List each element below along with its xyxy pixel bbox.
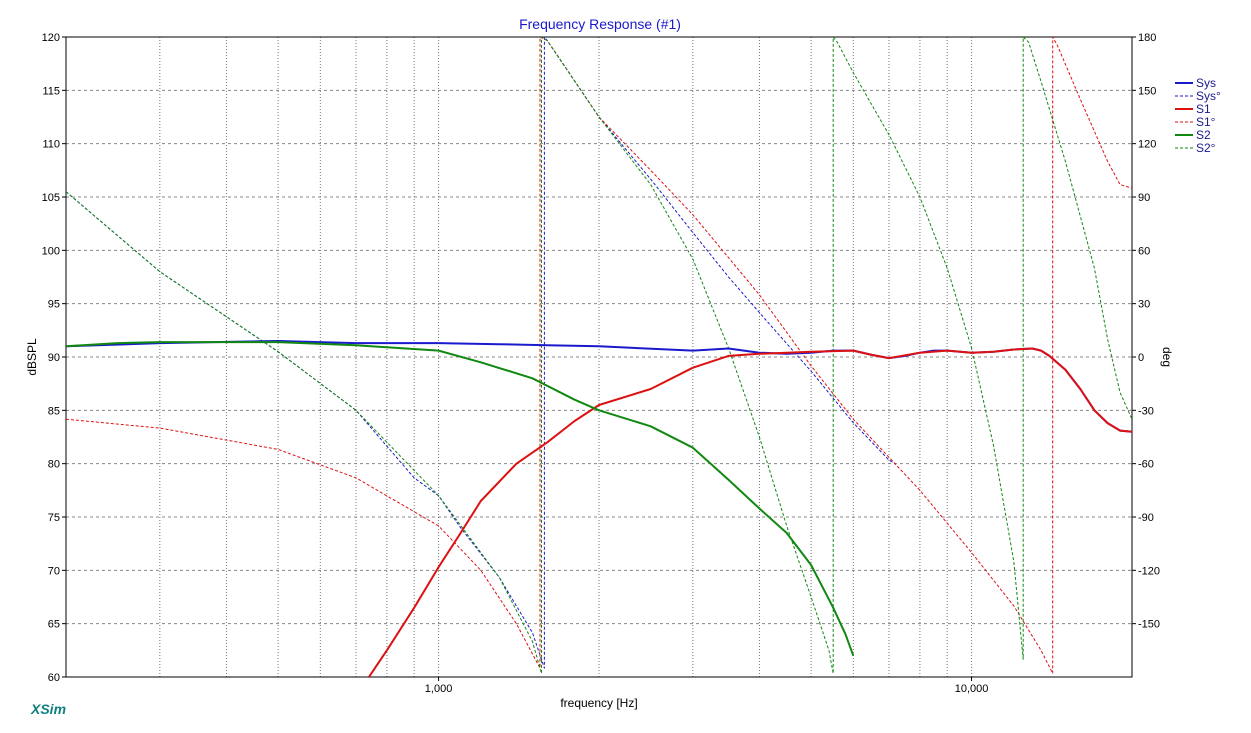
y-tick-label: 60 xyxy=(48,672,60,684)
y-tick-label: 70 xyxy=(48,565,60,577)
series-layer xyxy=(66,37,1132,677)
chart-title: Frequency Response (#1) xyxy=(519,16,681,32)
y2-tick-label: -30 xyxy=(1138,405,1154,417)
series-line-s1 xyxy=(368,347,1132,677)
x-tick-label: 10,000 xyxy=(955,683,989,695)
y2-tick-label: 30 xyxy=(1138,299,1150,311)
y2-tick-label: 180 xyxy=(1138,32,1156,44)
y-tick-label: 95 xyxy=(48,299,60,311)
y2-tick-label: 60 xyxy=(1138,245,1150,257)
x-axis-label: frequency [Hz] xyxy=(560,696,637,710)
y-tick-label: 120 xyxy=(42,32,60,44)
y-tick-label: 105 xyxy=(42,192,60,204)
y2-tick-label: -90 xyxy=(1138,512,1154,524)
y2-tick-label: 90 xyxy=(1138,192,1150,204)
y2-tick-label: 120 xyxy=(1138,139,1156,151)
y-tick-label: 115 xyxy=(42,85,60,97)
x-axis-ticks: 1,000 10,000 xyxy=(425,677,989,695)
y-tick-label: 90 xyxy=(48,352,60,364)
grid xyxy=(66,37,1132,677)
y2-tick-label: -120 xyxy=(1138,565,1160,577)
y-tick-label: 65 xyxy=(48,619,60,631)
y2-axis-label: deg xyxy=(1160,347,1174,367)
y-axis-label: dBSPL xyxy=(25,338,39,376)
y-tick-label: 110 xyxy=(42,139,60,151)
legend-label-sys-phase: Sys° xyxy=(1196,89,1221,103)
y-tick-label: 80 xyxy=(48,459,60,471)
y-tick-label: 75 xyxy=(48,512,60,524)
y2-axis-ticks: -150 -120 -90 -60 -30 0 30 60 90 120 150 180 xyxy=(1132,32,1160,631)
x-tick-label: 1,000 xyxy=(425,683,453,695)
y-tick-label: 100 xyxy=(42,245,60,257)
legend-label-s1: S1 xyxy=(1196,102,1211,116)
legend-label-s2: S2 xyxy=(1196,128,1211,142)
series-line-s2-phase xyxy=(66,37,1132,674)
series-line-s2 xyxy=(66,341,855,657)
legend-label-sys: Sys xyxy=(1196,76,1216,90)
legend-label-s1-phase: S1° xyxy=(1196,115,1216,129)
xsim-logo: XSim xyxy=(30,701,66,717)
y2-tick-label: -60 xyxy=(1138,459,1154,471)
y2-tick-label: 0 xyxy=(1138,352,1144,364)
y2-tick-label: -150 xyxy=(1138,619,1160,631)
y2-tick-label: 150 xyxy=(1138,85,1156,97)
y-axis-ticks: 60 65 70 75 80 85 90 95 100 105 110 115 120 xyxy=(42,32,66,684)
legend-label-s2-phase: S2° xyxy=(1196,141,1216,155)
y-tick-label: 85 xyxy=(48,405,60,417)
